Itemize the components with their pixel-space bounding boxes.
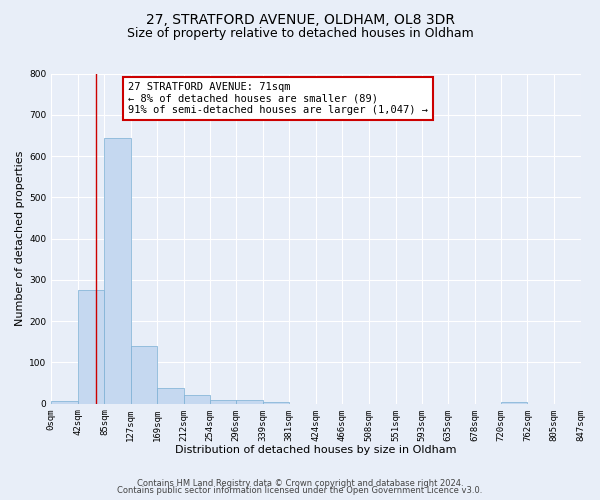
Bar <box>77 290 104 404</box>
Bar <box>184 396 210 404</box>
Bar <box>236 400 263 404</box>
Bar <box>210 400 236 404</box>
Text: Contains HM Land Registry data © Crown copyright and database right 2024.: Contains HM Land Registry data © Crown c… <box>137 478 463 488</box>
Bar <box>157 388 184 404</box>
Y-axis label: Number of detached properties: Number of detached properties <box>15 151 25 326</box>
Text: Contains public sector information licensed under the Open Government Licence v3: Contains public sector information licen… <box>118 486 482 495</box>
Text: Size of property relative to detached houses in Oldham: Size of property relative to detached ho… <box>127 28 473 40</box>
Bar <box>263 402 289 404</box>
Text: 27, STRATFORD AVENUE, OLDHAM, OL8 3DR: 27, STRATFORD AVENUE, OLDHAM, OL8 3DR <box>146 12 455 26</box>
Bar <box>104 138 131 404</box>
Bar <box>131 346 157 404</box>
Bar <box>51 401 77 404</box>
X-axis label: Distribution of detached houses by size in Oldham: Distribution of detached houses by size … <box>175 445 457 455</box>
Text: 27 STRATFORD AVENUE: 71sqm
← 8% of detached houses are smaller (89)
91% of semi-: 27 STRATFORD AVENUE: 71sqm ← 8% of detac… <box>128 82 428 115</box>
Bar <box>501 402 527 404</box>
